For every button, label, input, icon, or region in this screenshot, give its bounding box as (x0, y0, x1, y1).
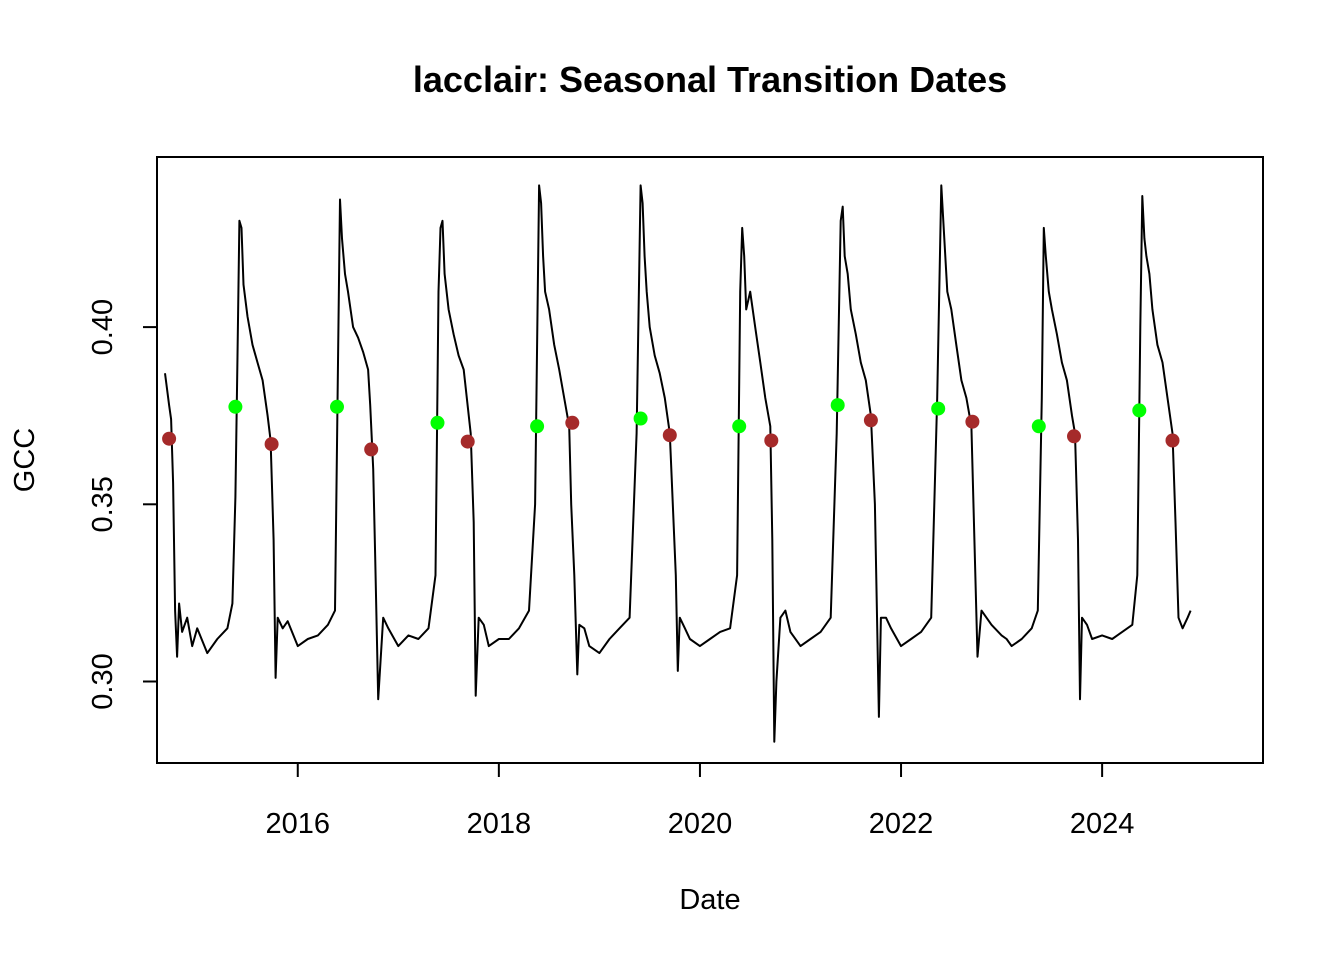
series-1-point-0 (228, 399, 243, 414)
series-2-point-10 (1165, 433, 1180, 448)
series-line-0 (164, 184, 1192, 743)
plot-layer (162, 184, 1192, 743)
y-tick-label-2: 0.40 (87, 299, 119, 355)
series-2-point-8 (965, 414, 980, 429)
series-1-point-3 (530, 419, 545, 434)
y-axis: 0.30 0.35 0.40 (87, 299, 157, 710)
series-1-point-2 (430, 415, 445, 430)
x-axis-label: Date (679, 884, 740, 916)
series-2-point-1 (264, 437, 279, 452)
series-1-point-5 (732, 419, 747, 434)
x-axis: 2016 2018 2020 2022 2024 (266, 763, 1135, 840)
x-tick-label-4: 2024 (1070, 808, 1135, 840)
series-1-point-8 (1031, 419, 1046, 434)
series-1-point-9 (1132, 403, 1147, 418)
series-2-point-7 (863, 413, 878, 428)
series-2-point-5 (662, 428, 677, 443)
series-2-point-0 (162, 431, 177, 446)
series-2-point-3 (460, 434, 475, 449)
x-tick-label-0: 2016 (266, 808, 331, 840)
plot-frame (156, 156, 1264, 764)
series-1-point-4 (633, 411, 648, 426)
series-2-point-4 (565, 415, 580, 430)
series-1-point-1 (330, 399, 344, 414)
series-1-point-6 (830, 398, 845, 413)
y-tick-label-0: 0.30 (87, 653, 119, 709)
chart-title: lacclair: Seasonal Transition Dates (413, 59, 1007, 100)
x-tick-label-2: 2020 (668, 808, 733, 840)
series-1-point-7 (931, 401, 946, 416)
x-tick-label-3: 2022 (869, 808, 934, 840)
y-tick-label-1: 0.35 (87, 476, 119, 532)
series-2-point-2 (364, 442, 379, 457)
series-2-point-6 (764, 433, 779, 448)
series-2-point-9 (1067, 429, 1081, 444)
y-axis-label: GCC (9, 428, 41, 492)
x-tick-label-1: 2018 (467, 808, 532, 840)
